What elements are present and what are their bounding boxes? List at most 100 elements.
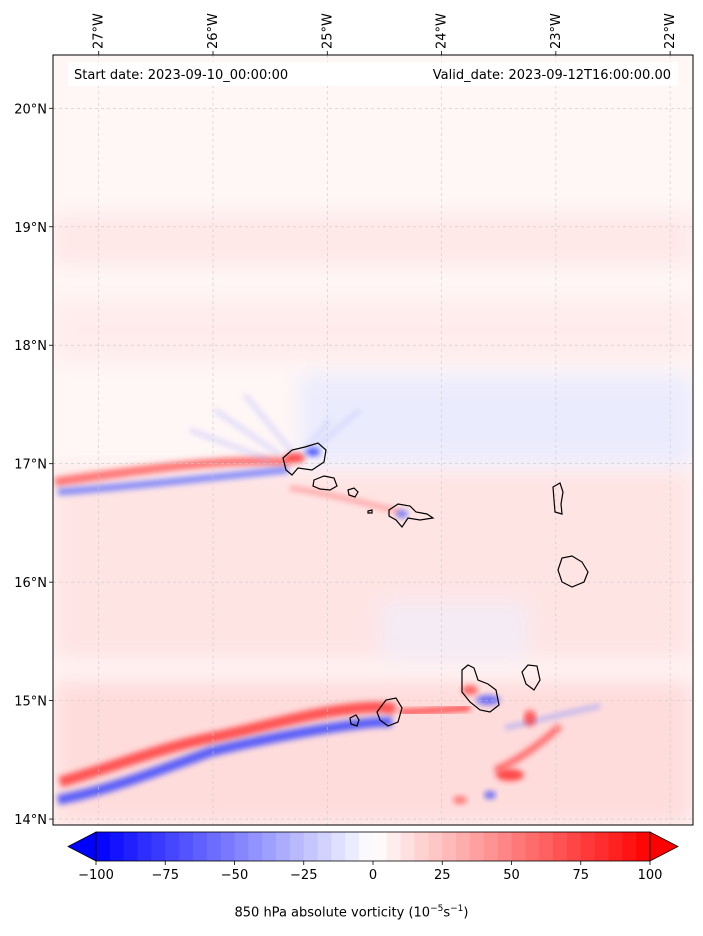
vorticity-cell-positive	[496, 769, 524, 781]
colorbar-step	[109, 832, 125, 861]
colorbar-step	[553, 832, 568, 861]
colorbar-ticks: −100 −75 −50 −25 0 25 50 75 100	[78, 861, 662, 883]
colorbar-tick-label: −100	[78, 868, 114, 883]
island-santo-antao	[282, 442, 327, 476]
vorticity-cell-positive	[453, 796, 467, 804]
colorbar-step	[96, 832, 111, 861]
lat-tick-label: 18°N	[14, 339, 47, 354]
graticule	[53, 55, 693, 825]
coastlines	[282, 442, 589, 727]
island-santiago	[461, 664, 500, 713]
lat-tick-label: 15°N	[14, 695, 47, 710]
island-sao-nicolau	[388, 503, 435, 528]
vorticity-cell-negative	[476, 695, 500, 705]
vorticity-band	[53, 470, 693, 660]
colorbar-tick-label: −50	[221, 868, 248, 883]
colorbar-step	[151, 832, 166, 861]
lat-tick-label: 17°N	[14, 458, 47, 473]
colorbar-tick-label: −75	[152, 868, 179, 883]
colorbar-label: 850 hPa absolute vorticity (10−5s−1)	[234, 904, 469, 921]
lon-tick-label: 25°W	[320, 13, 335, 49]
vorticity-cell-negative	[306, 448, 320, 456]
colorbar-step	[345, 832, 360, 861]
island-brava	[349, 714, 360, 727]
vorticity-cell-positive	[462, 685, 478, 695]
lon-tick-label: 22°W	[663, 13, 678, 49]
colorbar-step	[525, 832, 540, 861]
lat-tick-label: 16°N	[14, 576, 47, 591]
colorbar-step	[276, 832, 291, 861]
lon-tick-label: 27°W	[92, 13, 107, 49]
colorbar-tick-label: 75	[572, 868, 589, 883]
island-branco	[367, 509, 373, 514]
start-date-label: Start date: 2023-09-10_00:00:00	[74, 68, 288, 83]
colorbar-step	[386, 832, 402, 861]
longitude-labels: 27°W 26°W 25°W 24°W 23°W 22°W	[92, 13, 678, 55]
vorticity-band-negative	[300, 375, 693, 465]
colorbar-step	[456, 832, 471, 861]
vorticity-streak-positive	[54, 456, 291, 487]
colorbar-step	[303, 832, 318, 861]
colorbar-step	[248, 832, 263, 861]
vorticity-field	[53, 215, 693, 825]
colorbar-step	[580, 832, 595, 861]
colorbar-step	[622, 832, 637, 861]
colorbar: −100 −75 −50 −25 0 25 50 75 100	[67, 831, 679, 883]
lon-tick-label: 26°W	[206, 13, 221, 49]
colorbar-step	[414, 832, 429, 861]
colorbar-step	[262, 832, 277, 861]
vorticity-cell-negative	[396, 510, 408, 518]
lon-tick-label: 24°W	[435, 13, 450, 49]
vorticity-cell-positive	[285, 453, 305, 463]
colorbar-step	[442, 832, 457, 861]
vorticity-band	[53, 215, 693, 265]
valid-date-label: Valid_date: 2023-09-12T16:00:00.00	[433, 68, 671, 83]
island-santa-luzia	[347, 487, 359, 498]
colorbar-extend-max	[649, 831, 679, 862]
map-frame	[52, 54, 694, 826]
lat-tick-label: 14°N	[14, 813, 47, 828]
vorticity-streak-negative	[298, 408, 362, 457]
colorbar-step	[608, 832, 623, 861]
vorticity-band-negative	[380, 600, 530, 660]
colorbar-step	[137, 832, 152, 861]
vorticity-streak-positive	[399, 705, 471, 715]
vorticity-streak-negative	[504, 704, 601, 730]
colorbar-extend-min	[67, 831, 97, 862]
colorbar-tick-label: −25	[290, 868, 317, 883]
colorbar-step	[331, 832, 346, 861]
vorticity-cell-positive	[524, 710, 536, 726]
colorbar-step	[289, 832, 305, 861]
colorbar-step	[511, 832, 526, 861]
colorbar-tick-label: 25	[434, 868, 451, 883]
colorbar-steps	[96, 832, 651, 861]
colorbar-step	[566, 832, 582, 861]
vorticity-streak-negative	[57, 717, 393, 805]
colorbar-tick-label: 100	[638, 868, 663, 883]
colorbar-step	[594, 832, 609, 861]
island-boa-vista	[557, 555, 589, 588]
vorticity-band	[53, 300, 693, 360]
colorbar-step	[220, 832, 235, 861]
vorticity-cell-negative	[484, 791, 496, 799]
island-maio	[521, 664, 541, 691]
vorticity-streak-positive	[58, 701, 398, 788]
vorticity-streak-negative	[189, 393, 294, 462]
colorbar-step	[400, 832, 415, 861]
colorbar-step	[123, 832, 138, 861]
colorbar-step	[179, 832, 194, 861]
date-header: Start date: 2023-09-10_00:00:00 Valid_da…	[68, 62, 678, 86]
lat-tick-label: 20°N	[14, 102, 47, 117]
date-header-box	[68, 62, 678, 86]
colorbar-step	[428, 832, 443, 861]
colorbar-step	[539, 832, 554, 861]
colorbar-step	[483, 832, 499, 861]
colorbar-step	[359, 832, 374, 861]
colorbar-step	[165, 832, 180, 861]
colorbar-step	[206, 832, 222, 861]
colorbar-step	[373, 832, 388, 861]
island-sal	[552, 482, 564, 515]
colorbar-step	[469, 832, 485, 861]
lat-tick-label: 19°N	[14, 221, 47, 236]
